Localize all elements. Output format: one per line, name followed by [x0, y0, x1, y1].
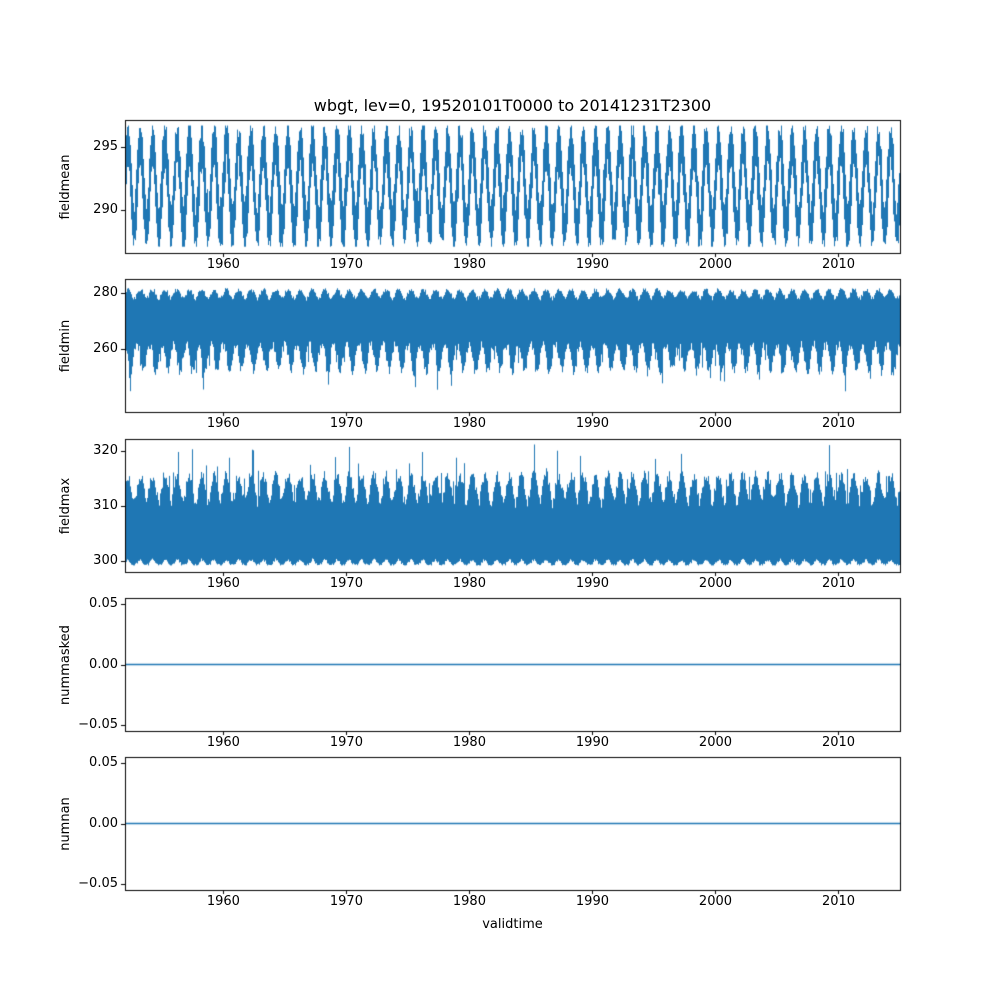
y-tick-label: 290 — [93, 202, 118, 218]
x-tick-label: 1990 — [575, 416, 609, 431]
x-tick-label: 1960 — [206, 416, 240, 431]
y-tick-label: 0.05 — [89, 755, 118, 771]
x-tick-label: 1990 — [575, 257, 609, 272]
y-tick-label: 0.05 — [89, 596, 118, 612]
subplot-fieldmax — [125, 439, 900, 572]
y-tick-label: 310 — [93, 498, 118, 514]
x-tick-label: 2010 — [821, 257, 856, 272]
x-tick-label: 2000 — [698, 735, 733, 750]
x-tick-label: 1970 — [329, 576, 363, 591]
x-axis-label: validtime — [482, 917, 543, 932]
chart-title: wbgt, lev=0, 19520101T0000 to 20141231T2… — [313, 96, 712, 115]
y-axis-label-numnan: numnan — [58, 796, 73, 851]
y-tick-label: 300 — [93, 553, 118, 568]
x-tick-label: 2000 — [698, 894, 733, 909]
x-tick-label: 1970 — [329, 416, 363, 431]
x-tick-label: 1980 — [452, 735, 486, 750]
y-axis-label-fieldmean: fieldmean — [58, 154, 73, 219]
subplot-nummasked — [125, 598, 900, 731]
y-tick-label: −0.05 — [78, 875, 118, 891]
y-axis-label-nummasked: nummasked — [58, 624, 73, 705]
x-tick-label: 2000 — [698, 576, 733, 591]
x-tick-label: 1990 — [575, 735, 609, 750]
x-tick-label: 1960 — [206, 576, 240, 591]
y-tick-label: 0.00 — [89, 656, 118, 672]
x-tick-label: 1970 — [329, 735, 363, 750]
y-tick-label: −0.05 — [78, 716, 118, 732]
x-tick-label: 1990 — [575, 894, 609, 909]
y-tick-label: 320 — [93, 443, 118, 459]
x-tick-label: 1970 — [329, 894, 363, 909]
y-axis-label-fieldmin: fieldmin — [58, 319, 73, 372]
x-tick-label: 2010 — [821, 416, 856, 431]
subplot-fieldmean — [125, 120, 900, 253]
y-tick-label: 280 — [93, 285, 118, 300]
y-tick-label: 0.00 — [89, 815, 118, 831]
subplot-numnan — [125, 757, 900, 890]
y-axis-label-fieldmax: fieldmax — [58, 477, 73, 534]
y-tick-label: 260 — [93, 341, 118, 356]
x-tick-label: 1970 — [329, 257, 363, 272]
subplot-fieldmin — [125, 279, 900, 412]
x-tick-label: 2010 — [821, 894, 856, 909]
x-tick-label: 2000 — [698, 416, 733, 431]
x-tick-label: 1980 — [452, 576, 486, 591]
x-tick-label: 2010 — [821, 735, 856, 750]
x-tick-label: 1980 — [452, 894, 486, 909]
x-tick-label: 1960 — [206, 735, 240, 750]
x-tick-label: 1980 — [452, 416, 486, 431]
y-tick-label: 295 — [93, 139, 118, 154]
x-tick-label: 1990 — [575, 576, 609, 591]
x-tick-label: 2010 — [821, 576, 856, 591]
x-tick-label: 2000 — [698, 257, 733, 272]
x-tick-label: 1980 — [452, 257, 486, 272]
x-tick-label: 1960 — [206, 894, 240, 909]
x-tick-label: 1960 — [206, 257, 240, 272]
